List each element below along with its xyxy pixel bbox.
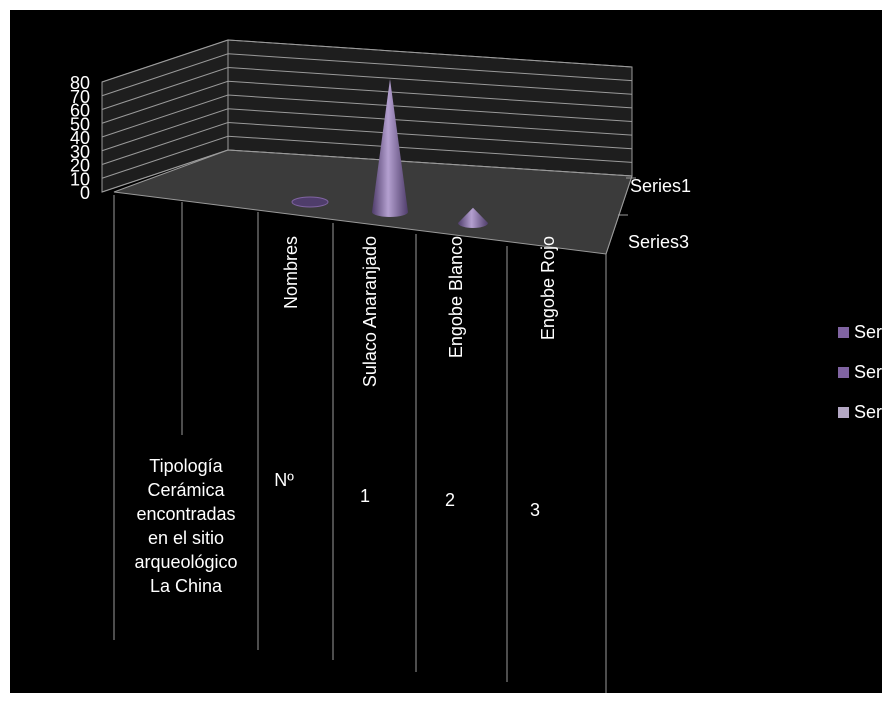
y-tick-label: 40 (70, 128, 90, 148)
chart-area: 0 10 20 30 40 50 60 70 80 Series1 Series3 Nombres Su… (10, 10, 895, 693)
y-gridline (101, 66, 633, 110)
category-label: 3 (530, 500, 540, 520)
cone-mark (458, 207, 488, 228)
y-tick-label: 10 (70, 169, 90, 189)
depth-row-label: Sulaco Anaranjado (360, 236, 380, 387)
y-gridline (101, 94, 633, 138)
category-label: 1 (360, 486, 370, 506)
y-gridline (101, 149, 633, 193)
y-gridline (101, 53, 633, 97)
z-axis-label: Series1 (630, 176, 691, 196)
depth-row-label: Nombres (281, 236, 301, 309)
legend-swatch-series2 (838, 366, 849, 378)
legend-swatch-series3 (838, 406, 849, 418)
y-tick-label: 50 (70, 114, 90, 134)
legend-item-series1: Series1 (838, 312, 895, 352)
cone-base (291, 196, 329, 208)
legend: Series1 Series2 Series3 (838, 312, 895, 432)
legend-item-series3: Series3 (838, 392, 895, 432)
depth-row-label: Engobe Rojo (538, 236, 558, 340)
legend-item-series2: Series2 (838, 352, 895, 392)
legend-swatch-series1 (838, 326, 849, 338)
z-axis-label: Series3 (628, 232, 689, 252)
depth-row-label: Engobe Blanco (446, 236, 466, 358)
y-tick-label: 20 (70, 156, 90, 176)
category-label: Nº (274, 470, 294, 490)
y-gridline (101, 80, 633, 124)
category-label: Tipología Cerámica encontradas en el sitio a… (134, 456, 237, 596)
y-tick-label: 30 (70, 142, 90, 162)
category-label: 2 (445, 490, 455, 510)
cone-mark (372, 79, 408, 217)
y-gridline (101, 135, 633, 179)
y-gridline (101, 121, 633, 165)
y-tick-label: 70 (70, 87, 90, 107)
legend-label-series2: Series2 (854, 361, 895, 382)
y-tick-label: 60 (70, 101, 90, 121)
y-gridline (101, 39, 633, 83)
legend-label-series1: Series1 (854, 321, 895, 342)
y-tick-label: 0 (80, 183, 90, 203)
y-tick-label: 80 (70, 73, 90, 93)
y-gridline (101, 108, 633, 152)
legend-label-series3: Series3 (854, 401, 895, 422)
